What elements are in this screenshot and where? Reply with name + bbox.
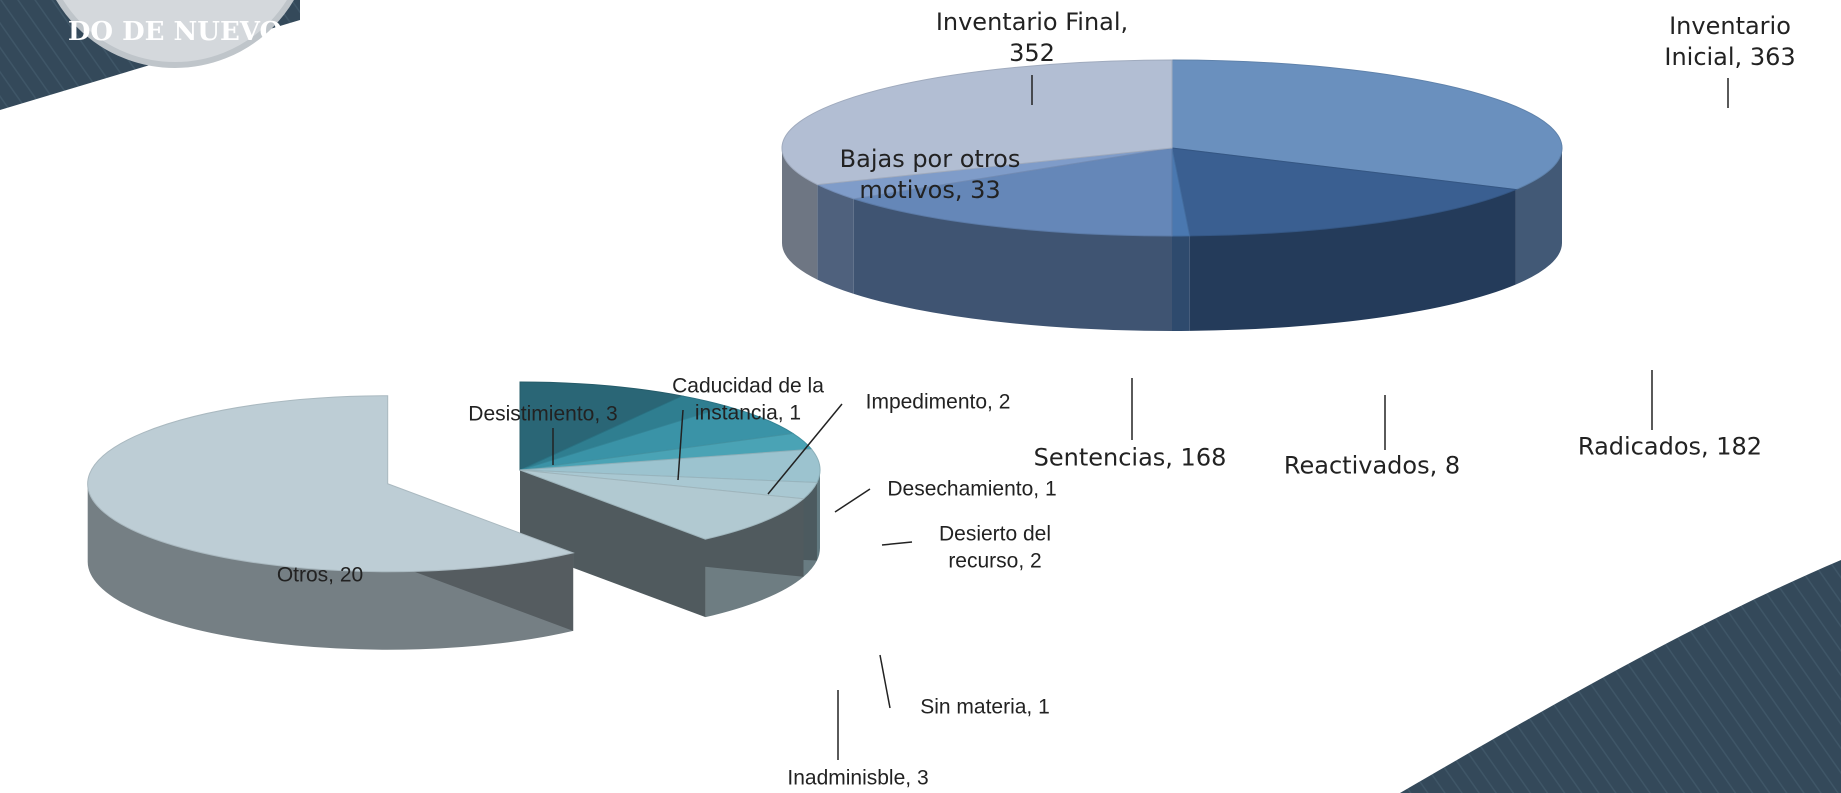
data-label: Desierto del recurso, 2 bbox=[938, 522, 1052, 573]
slice-side bbox=[853, 198, 1172, 331]
slice bbox=[519, 381, 684, 471]
slice bbox=[1171, 59, 1563, 191]
data-label: Sin materia, 1 bbox=[920, 695, 1050, 719]
slice bbox=[87, 395, 575, 573]
slice bbox=[853, 147, 1173, 237]
data-label: Desechamiento, 1 bbox=[887, 477, 1057, 501]
leader-line bbox=[879, 654, 891, 709]
slice-side bbox=[87, 483, 574, 650]
data-label: Caducidad de la instancia, 1 bbox=[672, 374, 824, 425]
background-stripe bbox=[1400, 560, 1841, 793]
leader-line bbox=[767, 403, 843, 495]
slice bbox=[519, 469, 805, 540]
slice bbox=[1171, 147, 1518, 237]
data-label: Radicados, 182 bbox=[1577, 432, 1763, 461]
slice-side bbox=[817, 184, 854, 294]
slice-side bbox=[782, 148, 818, 280]
logo-seal bbox=[56, 0, 294, 68]
slice-side bbox=[1172, 235, 1190, 331]
slice-side bbox=[1515, 148, 1562, 285]
data-label: Reactivados, 8 bbox=[1283, 451, 1461, 480]
data-label: Bajas por otros motivos, 33 bbox=[839, 144, 1021, 204]
leader-line bbox=[881, 541, 913, 546]
slice-cut bbox=[520, 470, 706, 618]
slice-side bbox=[816, 470, 820, 561]
data-label: Inadminisble, 3 bbox=[787, 766, 929, 790]
slice-side bbox=[1189, 189, 1516, 331]
leader-line bbox=[834, 488, 871, 513]
data-label: Impedimento, 2 bbox=[865, 390, 1011, 414]
leader-line bbox=[677, 409, 684, 481]
slice bbox=[781, 59, 1173, 186]
data-label: Desistimiento, 3 bbox=[468, 402, 618, 426]
logo-text: DO DE NUEVO bbox=[68, 17, 282, 47]
data-label: Inventario Final, 352 bbox=[935, 7, 1129, 67]
data-label: Sentencias, 168 bbox=[1033, 443, 1227, 472]
data-label: Otros, 20 bbox=[276, 563, 364, 587]
data-label: Inventario Inicial, 363 bbox=[1664, 11, 1796, 71]
